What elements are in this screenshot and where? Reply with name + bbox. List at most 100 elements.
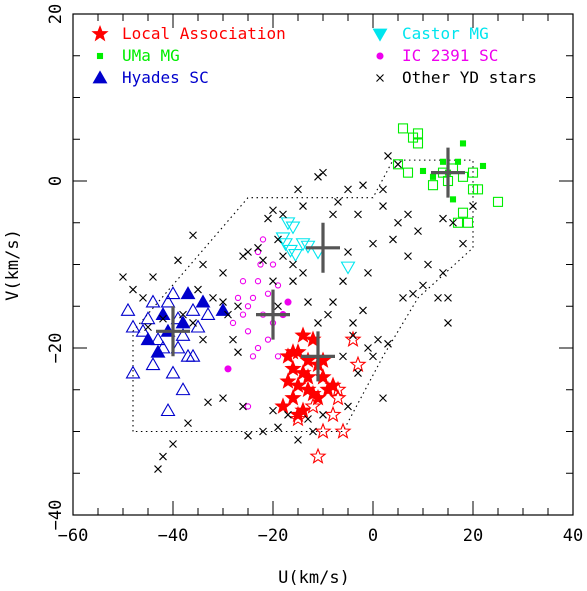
point-other-yd-stars [189, 319, 197, 327]
point-uma-mg [439, 158, 447, 165]
point-other-yd-stars [284, 410, 292, 419]
point-other-yd-stars [259, 427, 267, 436]
point-other-yd-stars [329, 298, 337, 306]
point-local-association-open [349, 355, 367, 373]
point-uma-mg-open [397, 123, 409, 134]
mean-cross-hyades-sc [156, 306, 190, 357]
point-other-yd-stars [339, 352, 347, 361]
point-local-association-open [324, 405, 342, 423]
point-other-yd-stars [219, 298, 227, 306]
point-other-yd-stars [364, 344, 372, 352]
point-local-association [279, 372, 297, 389]
point-ic-2391-sc-open [254, 278, 262, 285]
point-ic-2391-sc-open [244, 303, 252, 310]
point-ic-2391-sc-open [229, 319, 237, 327]
point-other-yd-stars [234, 348, 242, 357]
x-tick-label: −60 [58, 526, 89, 546]
x-tick-label: 0 [368, 526, 378, 546]
point-hyades-sc-open [155, 340, 171, 354]
point-other-yd-stars [424, 260, 432, 269]
point-other-yd-stars [244, 248, 252, 256]
point-ic-2391-sc-open [269, 261, 277, 268]
point-uma-mg-open [492, 196, 504, 207]
point-other-yd-stars [259, 256, 267, 265]
point-hyades-sc-open [145, 294, 161, 308]
point-ic-2391-sc-open [244, 403, 252, 410]
point-ic-2391-sc [284, 298, 292, 306]
point-other-yd-stars [209, 294, 217, 302]
point-ic-2391-sc-open [249, 353, 257, 360]
point-ic-2391-sc-open [254, 248, 262, 256]
point-ic-2391-sc [224, 365, 232, 373]
point-uma-mg-open [392, 159, 404, 170]
point-hyades-sc-open [150, 332, 166, 346]
point-other-yd-stars [419, 281, 427, 290]
point-other-yd-stars [319, 410, 327, 419]
point-ic-2391-sc-open [259, 236, 267, 243]
point-other-yd-stars [149, 273, 157, 281]
point-uma-mg-open [412, 138, 424, 149]
point-other-yd-stars [159, 452, 167, 461]
point-hyades-sc-open [140, 311, 156, 325]
point-other-yd-stars [264, 214, 272, 223]
legend-label-other-yd-stars: Other YD stars [402, 68, 537, 87]
point-uma-mg [479, 162, 487, 170]
x-tick-label: −40 [158, 526, 189, 546]
point-hyades-sc-open [170, 311, 186, 325]
point-other-yd-stars [219, 394, 227, 402]
point-castor-mg-open [280, 217, 296, 231]
point-other-yd-stars [319, 168, 327, 177]
point-ic-2391-sc-open [239, 311, 247, 318]
x-tick-label: −20 [258, 526, 289, 546]
point-other-yd-stars [354, 369, 362, 377]
point-other-yd-stars [224, 310, 232, 319]
point-castor-mg-open [340, 261, 356, 275]
point-other-yd-stars [194, 285, 202, 294]
point-local-association-open [344, 330, 362, 347]
y-tick-label: −20 [46, 333, 66, 364]
point-other-yd-stars [339, 277, 347, 286]
point-other-yd-stars [269, 406, 277, 415]
means-layer [156, 147, 465, 382]
point-uma-mg-open [427, 180, 439, 191]
point-local-association-open [334, 422, 352, 439]
point-other-yd-stars [119, 273, 127, 281]
point-other-yd-stars [139, 294, 147, 302]
x-tick-label: 20 [463, 526, 483, 546]
point-hyades-sc-open [190, 319, 206, 333]
point-local-association [289, 405, 307, 423]
point-other-yd-stars [389, 235, 397, 244]
point-uma-mg-open [467, 167, 479, 178]
point-hyades-sc-open [165, 365, 181, 379]
point-other-yd-stars [414, 227, 422, 235]
x-tick-label: 40 [563, 526, 583, 546]
point-other-yd-stars [294, 185, 302, 194]
point-ic-2391-sc-open [239, 278, 247, 285]
point-hyades-sc [150, 344, 166, 358]
point-other-yd-stars [174, 256, 182, 265]
point-uma-mg [419, 167, 427, 175]
legend-marker-castor-mg [372, 28, 388, 42]
point-uma-mg [454, 158, 462, 165]
point-other-yd-stars [199, 260, 207, 269]
point-hyades-sc [175, 315, 191, 329]
point-other-yd-stars [364, 268, 372, 277]
mean-cross-ic-2391-sc [256, 289, 290, 340]
legend-marker-uma-mg [96, 52, 104, 60]
point-ic-2391-sc-open [249, 294, 257, 302]
point-hyades-sc-open [145, 357, 161, 371]
point-other-yd-stars [384, 339, 392, 348]
point-hyades-sc-open [125, 365, 141, 379]
point-hyades-sc-open [185, 302, 201, 316]
point-hyades-sc [155, 306, 171, 321]
point-hyades-sc-open [160, 294, 176, 308]
point-other-yd-stars [349, 331, 357, 340]
mean-cross-local-association [301, 331, 335, 382]
point-other-yd-stars [394, 218, 402, 227]
point-other-yd-stars [459, 239, 467, 248]
point-other-yd-stars [289, 277, 297, 286]
point-other-yd-stars [274, 423, 282, 432]
point-other-yd-stars [274, 302, 282, 311]
point-other-yd-stars [329, 210, 337, 219]
